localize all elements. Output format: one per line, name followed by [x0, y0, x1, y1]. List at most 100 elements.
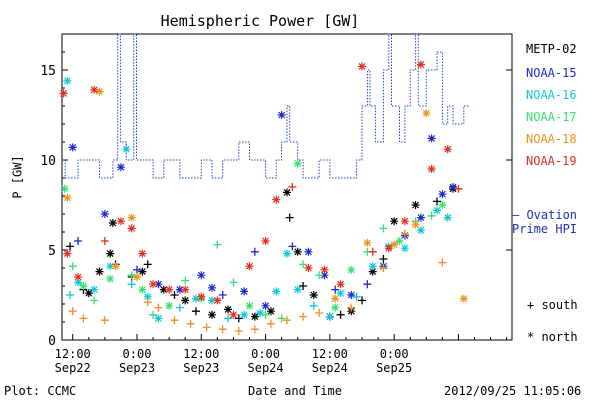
point-south	[454, 184, 463, 193]
point-north	[347, 265, 356, 274]
point-north	[111, 262, 120, 271]
chart-title: Hemispheric Power [GW]	[160, 12, 360, 30]
point-north	[368, 262, 377, 271]
legend-noaa-17: NOAA-17	[526, 110, 577, 124]
point-north	[283, 188, 291, 197]
point-north	[395, 237, 404, 245]
point-north	[438, 201, 447, 209]
point-south	[74, 237, 83, 245]
point-north	[250, 312, 259, 321]
x-tick-time-label: 12:00	[312, 347, 348, 361]
point-north	[74, 273, 83, 281]
point-north	[336, 289, 345, 298]
point-south	[90, 296, 99, 305]
point-north	[60, 184, 69, 193]
point-south	[234, 314, 243, 323]
point-south	[427, 211, 436, 220]
point-north	[149, 280, 158, 289]
point-north	[79, 282, 88, 290]
point-north	[283, 249, 291, 258]
x-tick-date-label: Sep22	[55, 361, 91, 375]
point-north	[400, 217, 409, 226]
point-north	[106, 249, 115, 258]
point-south	[288, 183, 297, 191]
point-north	[363, 238, 372, 247]
point-north	[261, 237, 270, 245]
point-south	[143, 298, 152, 307]
point-north	[224, 305, 233, 314]
point-north	[138, 285, 147, 294]
point-north	[138, 249, 147, 258]
point-north	[154, 280, 163, 289]
point-north	[416, 213, 425, 222]
point-south	[379, 224, 388, 233]
point-north	[245, 301, 254, 310]
point-north	[411, 201, 420, 209]
point-south	[66, 291, 75, 299]
point-north	[433, 206, 441, 215]
point-north	[304, 264, 313, 272]
legend-ovation: — Ovation Prime HPI	[512, 208, 577, 236]
point-south	[438, 258, 447, 267]
y-tick-label: 15	[40, 64, 56, 79]
point-south	[68, 262, 77, 271]
x-tick-date-label: Sep24	[248, 361, 284, 375]
point-south	[170, 316, 179, 325]
point-south	[299, 282, 308, 290]
point-south	[224, 314, 233, 323]
point-north	[422, 109, 431, 118]
legend-noaa-19: NOAA-19	[526, 154, 577, 168]
point-south	[288, 242, 297, 251]
point-south	[363, 280, 372, 289]
point-north	[416, 226, 425, 235]
point-north	[293, 247, 302, 256]
point-south	[336, 310, 345, 319]
point-south	[352, 292, 361, 301]
point-north	[427, 165, 436, 173]
point-south	[315, 271, 324, 280]
point-north	[154, 314, 163, 323]
point-north	[240, 310, 249, 319]
point-south	[283, 316, 291, 325]
point-south	[181, 276, 190, 285]
point-north	[181, 296, 190, 305]
point-south	[433, 197, 441, 206]
point-north	[63, 249, 72, 258]
point-north	[272, 195, 281, 204]
point-north	[208, 283, 216, 292]
point-north	[122, 145, 131, 154]
point-north	[293, 285, 302, 294]
point-south	[368, 247, 377, 256]
point-north	[384, 244, 393, 253]
point-south	[379, 264, 388, 272]
point-north	[181, 285, 190, 294]
point-south	[143, 260, 152, 269]
point-south	[229, 278, 238, 287]
point-north	[106, 262, 115, 271]
point-south	[309, 301, 318, 310]
point-north	[390, 217, 399, 226]
point-north	[459, 294, 468, 303]
point-north	[175, 285, 184, 294]
point-north	[320, 265, 329, 274]
point-north	[390, 240, 399, 249]
point-north	[240, 287, 249, 296]
point-north	[138, 267, 147, 276]
point-north	[108, 219, 117, 227]
point-north	[208, 296, 216, 305]
point-south	[79, 314, 88, 323]
point-north	[74, 278, 83, 287]
point-north	[159, 285, 168, 294]
point-south	[175, 303, 184, 312]
legend-ovation-line1: — Ovation	[512, 208, 578, 222]
y-tick-label: 0	[48, 334, 56, 349]
point-north	[438, 190, 447, 199]
point-north	[368, 267, 377, 276]
point-south	[250, 247, 259, 256]
point-north	[277, 111, 286, 119]
point-north	[336, 280, 345, 289]
x-tick-time-label: 12:00	[55, 347, 91, 361]
point-south	[358, 296, 366, 305]
point-north	[165, 301, 174, 310]
x-tick-date-label: Sep24	[312, 361, 348, 375]
